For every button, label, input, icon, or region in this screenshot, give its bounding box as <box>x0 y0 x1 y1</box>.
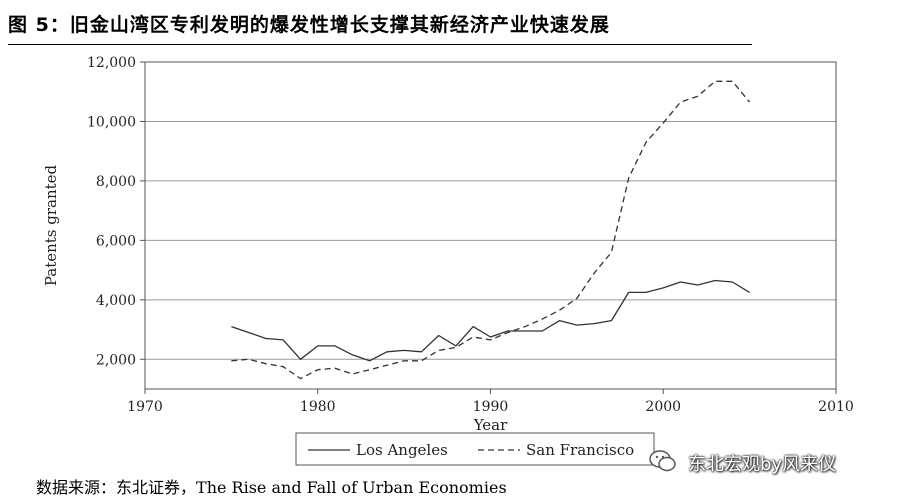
line-chart: 2,000 4,000 6,000 8,000 10,000 12,000 1970 1980… <box>42 55 854 466</box>
gridlines <box>145 61 836 360</box>
series-lines <box>231 80 751 380</box>
x-tick-label: 2000 <box>645 399 681 415</box>
source-prefix: 数据来源：东北证券， <box>36 478 197 497</box>
y-tick-label: 2,000 <box>96 352 136 368</box>
figure-title: 图 5：旧金山湾区专利发明的爆发性增长支撑其新经济产业快速发展 <box>8 14 610 36</box>
x-tick-label: 1990 <box>473 399 509 415</box>
x-axis-title: Year <box>473 416 508 434</box>
watermark-text: 东北宏观by风来仪 <box>688 454 837 475</box>
x-tick-label: 2010 <box>818 399 854 415</box>
wechat-icon <box>649 450 676 472</box>
legend-label-los-angeles: Los Angeles <box>356 441 448 459</box>
legend-box <box>295 432 655 466</box>
x-tick-label: 1970 <box>127 399 163 415</box>
legend: Los Angeles San Francisco <box>295 432 655 466</box>
source-note: 数据来源：东北证券，The Rise and Fall of Urban Eco… <box>36 474 507 498</box>
y-tick-label: 6,000 <box>96 233 136 249</box>
y-tick-label: 4,000 <box>96 293 136 309</box>
title-divider <box>8 44 752 45</box>
y-tick-label: 12,000 <box>87 55 136 71</box>
legend-label-san-francisco: San Francisco <box>526 441 634 459</box>
y-tick-label: 10,000 <box>87 114 136 130</box>
source-text: The Rise and Fall of Urban Economies <box>196 478 507 497</box>
series-line-san-francisco <box>231 80 751 380</box>
y-axis-title: Patents granted <box>42 164 60 286</box>
watermark: 东北宏观by风来仪 <box>640 440 890 484</box>
x-tick-label: 1980 <box>300 399 336 415</box>
series-line-los-angeles <box>231 279 750 362</box>
axes: 2,000 4,000 6,000 8,000 10,000 12,000 1970 1980… <box>87 55 854 415</box>
y-tick-label: 8,000 <box>96 174 136 190</box>
